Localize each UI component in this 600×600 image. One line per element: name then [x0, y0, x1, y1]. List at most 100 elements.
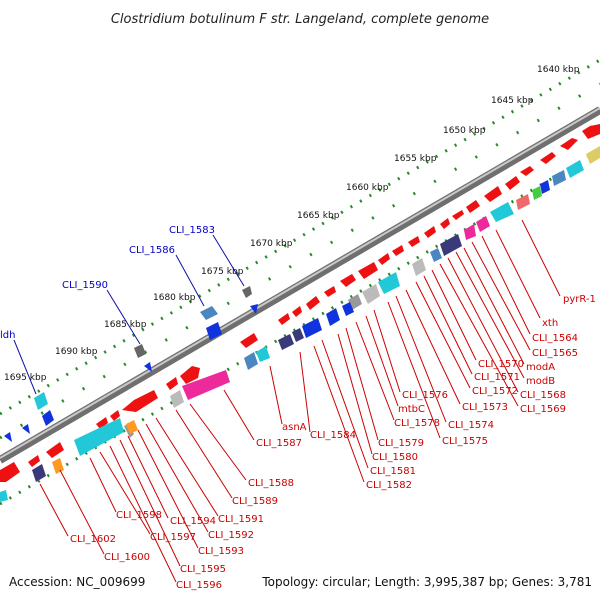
gene-forward[interactable] — [134, 344, 146, 358]
gene-reverse[interactable] — [490, 202, 514, 222]
gene-forward[interactable] — [278, 313, 290, 325]
gene-label[interactable]: modA — [526, 362, 555, 373]
gene-reverse[interactable] — [540, 180, 550, 194]
gene-forward[interactable] — [46, 442, 64, 458]
gene-label[interactable]: CLI_1581 — [370, 466, 416, 477]
gene-label[interactable]: mtbC — [398, 404, 425, 415]
gene-forward[interactable] — [424, 226, 436, 238]
gene-label[interactable]: modB — [526, 376, 555, 387]
gene-label[interactable]: CLI_1570 — [478, 359, 524, 370]
gene-reverse[interactable] — [476, 216, 490, 232]
gene-forward[interactable] — [122, 390, 158, 412]
gene-label[interactable]: ldh — [0, 330, 15, 341]
gene-label[interactable]: CLI_1564 — [532, 333, 578, 344]
gene-reverse[interactable] — [292, 328, 304, 342]
gene-label[interactable]: CLI_1571 — [474, 372, 520, 383]
gene-forward[interactable] — [110, 410, 120, 421]
gene-label[interactable]: CLI_1579 — [378, 438, 424, 449]
gene-forward[interactable] — [166, 377, 178, 390]
gene-forward[interactable] — [560, 138, 578, 150]
gene-reverse[interactable] — [464, 224, 476, 240]
gene-forward[interactable] — [206, 322, 222, 340]
gene-label[interactable]: CLI_1573 — [462, 402, 508, 413]
gene-forward[interactable] — [466, 200, 480, 213]
gene-forward[interactable] — [440, 218, 450, 229]
gene-forward[interactable] — [4, 432, 12, 442]
gene-reverse[interactable] — [182, 370, 230, 400]
gene-reverse[interactable] — [126, 420, 138, 434]
gene-reverse[interactable] — [278, 334, 294, 350]
gene-label[interactable]: CLI_1602 — [70, 534, 116, 545]
gene-forward[interactable] — [306, 296, 320, 310]
gene-label[interactable]: CLI_1594 — [170, 516, 216, 527]
gene-forward[interactable] — [250, 304, 258, 314]
gene-label[interactable]: xth — [542, 318, 558, 329]
gene-forward[interactable] — [452, 210, 464, 220]
gene-reverse[interactable] — [342, 302, 354, 316]
gene-forward[interactable] — [22, 424, 30, 434]
gene-reverse[interactable] — [516, 194, 530, 210]
gene-label[interactable]: CLI_1586 — [129, 245, 175, 256]
gene-forward[interactable] — [28, 455, 40, 467]
gene-label[interactable]: CLI_1592 — [208, 530, 254, 541]
gene-label[interactable]: CLI_1593 — [198, 546, 244, 557]
gene-label[interactable]: CLI_1584 — [310, 430, 356, 441]
gene-reverse[interactable] — [586, 146, 600, 164]
gene-forward[interactable] — [520, 166, 534, 176]
gene-reverse[interactable] — [302, 318, 322, 338]
gene-label[interactable]: CLI_1588 — [248, 478, 294, 489]
gene-label[interactable]: CLI_1597 — [150, 532, 196, 543]
gene-forward[interactable] — [378, 253, 390, 265]
gene-label[interactable]: CLI_1589 — [232, 496, 278, 507]
gene-forward[interactable] — [484, 186, 502, 202]
gene-forward[interactable] — [392, 245, 404, 256]
gene-label[interactable]: CLI_1576 — [402, 390, 448, 401]
gene-label[interactable]: CLI_1574 — [448, 420, 494, 431]
gene-forward[interactable] — [240, 333, 258, 348]
gene-forward[interactable] — [358, 262, 378, 279]
gene-reverse[interactable] — [532, 186, 542, 200]
gene-reverse[interactable] — [552, 170, 566, 186]
gene-label[interactable]: CLI_1569 — [520, 404, 566, 415]
gene-forward[interactable] — [180, 366, 200, 384]
gene-label[interactable]: pyrR-1 — [563, 294, 596, 305]
gene-label[interactable]: CLI_1598 — [116, 510, 162, 521]
gene-reverse[interactable] — [0, 490, 8, 502]
gene-label[interactable]: CLI_1587 — [256, 438, 302, 449]
gene-reverse[interactable] — [244, 352, 258, 370]
gene-forward[interactable] — [505, 176, 520, 190]
gene-forward[interactable] — [34, 392, 48, 410]
gene-forward[interactable] — [200, 306, 218, 320]
gene-forward[interactable] — [324, 286, 336, 297]
gene-forward[interactable] — [144, 362, 152, 372]
gene-reverse[interactable] — [378, 272, 400, 294]
gene-label[interactable]: CLI_1596 — [176, 580, 222, 591]
gene-forward[interactable] — [408, 236, 420, 247]
gene-label[interactable]: CLI_1583 — [169, 225, 215, 236]
gene-label[interactable]: CLI_1565 — [532, 348, 578, 359]
gene-reverse[interactable] — [74, 418, 124, 456]
gene-forward[interactable] — [340, 274, 356, 287]
gene-forward[interactable] — [42, 410, 54, 426]
gene-label[interactable]: CLI_1590 — [62, 280, 108, 291]
gene-label[interactable]: CLI_1600 — [104, 552, 150, 563]
gene-reverse[interactable] — [362, 284, 380, 304]
gene-forward[interactable] — [242, 286, 252, 298]
gene-label[interactable]: CLI_1578 — [394, 418, 440, 429]
gene-forward[interactable] — [292, 306, 302, 317]
gene-reverse[interactable] — [430, 248, 442, 262]
gene-reverse[interactable] — [326, 308, 340, 326]
gene-reverse[interactable] — [256, 346, 270, 362]
gene-forward[interactable] — [582, 124, 600, 139]
gene-label[interactable]: CLI_1595 — [180, 564, 226, 575]
gene-label[interactable]: CLI_1580 — [372, 452, 418, 463]
gene-reverse[interactable] — [0, 462, 20, 482]
gene-reverse[interactable] — [32, 464, 46, 482]
gene-reverse[interactable] — [412, 258, 426, 276]
gene-reverse[interactable] — [170, 390, 184, 408]
gene-reverse[interactable] — [52, 458, 64, 474]
gene-reverse[interactable] — [566, 160, 584, 178]
gene-forward[interactable] — [540, 152, 556, 164]
gene-label[interactable]: CLI_1575 — [442, 436, 488, 447]
gene-forward[interactable] — [96, 417, 108, 429]
